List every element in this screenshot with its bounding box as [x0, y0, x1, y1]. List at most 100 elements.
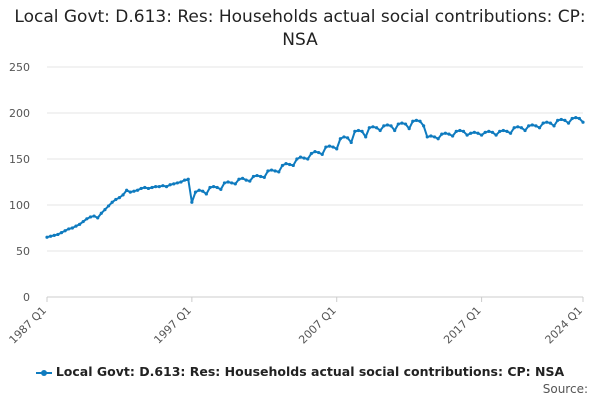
- data-point[interactable]: [393, 128, 397, 133]
- data-point[interactable]: [353, 129, 357, 133]
- data-point[interactable]: [110, 200, 114, 204]
- data-point[interactable]: [161, 184, 165, 188]
- data-point[interactable]: [103, 208, 107, 212]
- data-point[interactable]: [472, 130, 476, 134]
- data-point[interactable]: [262, 175, 266, 179]
- data-point[interactable]: [59, 231, 64, 235]
- data-point[interactable]: [458, 128, 462, 133]
- data-point[interactable]: [374, 126, 379, 130]
- data-point[interactable]: [201, 189, 205, 193]
- data-point[interactable]: [226, 180, 230, 184]
- data-point[interactable]: [523, 128, 527, 133]
- data-point[interactable]: [411, 119, 415, 123]
- data-point[interactable]: [255, 173, 259, 178]
- data-point[interactable]: [306, 157, 310, 161]
- data-point[interactable]: [432, 135, 437, 139]
- data-point[interactable]: [559, 117, 563, 122]
- data-point[interactable]: [190, 200, 194, 204]
- data-point[interactable]: [563, 118, 567, 122]
- data-point[interactable]: [382, 124, 386, 128]
- data-point[interactable]: [150, 185, 154, 190]
- data-point[interactable]: [208, 185, 212, 190]
- data-point[interactable]: [233, 182, 237, 186]
- data-point[interactable]: [302, 156, 306, 160]
- data-point[interactable]: [407, 127, 411, 131]
- data-point[interactable]: [566, 121, 571, 125]
- data-point[interactable]: [447, 132, 451, 136]
- data-point[interactable]: [556, 118, 560, 122]
- data-point[interactable]: [215, 185, 219, 190]
- data-point[interactable]: [483, 130, 487, 134]
- data-point[interactable]: [335, 147, 339, 151]
- legend[interactable]: Local Govt: D.613: Res: Households actua…: [0, 364, 600, 379]
- data-point[interactable]: [461, 129, 466, 133]
- data-point[interactable]: [132, 189, 136, 193]
- data-point[interactable]: [175, 181, 179, 185]
- data-point[interactable]: [400, 121, 404, 125]
- data-point[interactable]: [154, 185, 158, 189]
- data-point[interactable]: [545, 120, 549, 124]
- data-point[interactable]: [429, 134, 433, 138]
- data-point[interactable]: [273, 169, 277, 173]
- data-point[interactable]: [240, 176, 245, 180]
- data-point[interactable]: [52, 233, 56, 237]
- data-point[interactable]: [186, 177, 190, 181]
- data-point[interactable]: [577, 116, 581, 121]
- data-point[interactable]: [443, 131, 447, 135]
- data-point[interactable]: [259, 174, 263, 179]
- data-point[interactable]: [519, 126, 524, 130]
- source-label[interactable]: Source:: [542, 382, 588, 396]
- data-point[interactable]: [204, 192, 208, 196]
- data-point[interactable]: [530, 123, 534, 127]
- data-point[interactable]: [88, 215, 93, 219]
- data-point[interactable]: [77, 222, 82, 226]
- data-point[interactable]: [313, 150, 317, 154]
- data-point[interactable]: [99, 211, 103, 215]
- data-point[interactable]: [385, 123, 390, 127]
- data-point[interactable]: [237, 177, 241, 181]
- data-point[interactable]: [139, 186, 143, 191]
- data-point[interactable]: [266, 169, 270, 173]
- data-point[interactable]: [320, 152, 324, 156]
- data-point[interactable]: [284, 162, 288, 166]
- data-point[interactable]: [465, 133, 469, 137]
- data-point[interactable]: [570, 116, 574, 121]
- data-point[interactable]: [280, 163, 285, 168]
- data-point[interactable]: [219, 187, 223, 191]
- data-point[interactable]: [117, 196, 122, 200]
- data-point[interactable]: [345, 136, 350, 140]
- data-point[interactable]: [114, 197, 118, 202]
- data-point[interactable]: [552, 124, 556, 128]
- data-point[interactable]: [367, 126, 371, 130]
- data-point[interactable]: [327, 144, 332, 148]
- data-point[interactable]: [508, 131, 513, 135]
- data-point[interactable]: [505, 129, 509, 133]
- data-point[interactable]: [143, 185, 147, 190]
- data-point[interactable]: [106, 204, 111, 208]
- data-point[interactable]: [125, 188, 129, 192]
- data-point[interactable]: [164, 185, 169, 189]
- data-point[interactable]: [92, 214, 96, 218]
- data-point[interactable]: [85, 217, 89, 221]
- data-point[interactable]: [581, 120, 585, 124]
- data-point[interactable]: [494, 133, 498, 137]
- data-point[interactable]: [157, 185, 161, 189]
- data-point[interactable]: [548, 121, 553, 125]
- data-point[interactable]: [146, 186, 151, 191]
- data-point[interactable]: [277, 170, 281, 174]
- data-point[interactable]: [516, 125, 520, 129]
- data-point[interactable]: [295, 157, 299, 161]
- data-point[interactable]: [418, 119, 422, 123]
- data-point[interactable]: [403, 122, 408, 126]
- data-point[interactable]: [498, 129, 502, 133]
- data-point[interactable]: [179, 180, 183, 184]
- data-point[interactable]: [414, 118, 419, 122]
- data-point[interactable]: [230, 181, 234, 185]
- data-point[interactable]: [128, 190, 132, 194]
- data-point[interactable]: [331, 145, 335, 149]
- data-point[interactable]: [436, 137, 440, 141]
- data-point[interactable]: [425, 135, 429, 139]
- data-point[interactable]: [371, 125, 375, 129]
- data-point[interactable]: [288, 162, 292, 167]
- data-point[interactable]: [63, 229, 67, 233]
